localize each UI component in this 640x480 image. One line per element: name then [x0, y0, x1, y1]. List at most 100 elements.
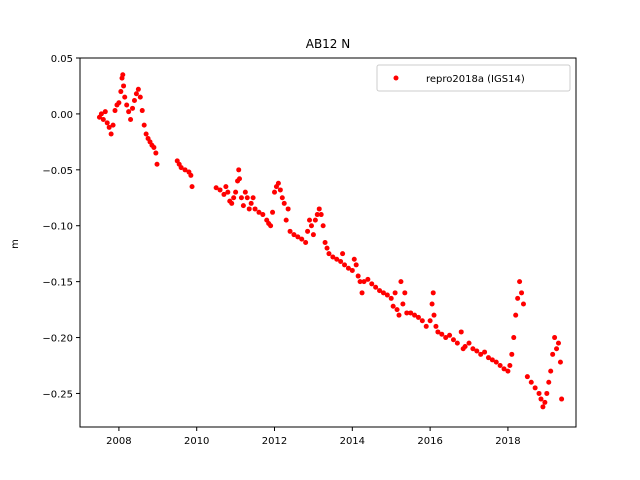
- data-point: [338, 259, 344, 265]
- data-point: [151, 144, 157, 150]
- data-point: [559, 396, 565, 402]
- data-point: [237, 176, 242, 182]
- data-point: [121, 83, 127, 89]
- data-point: [312, 217, 318, 223]
- data-point: [353, 262, 359, 268]
- data-point: [112, 108, 118, 114]
- data-point: [244, 195, 250, 201]
- data-point: [126, 109, 132, 115]
- data-point: [345, 265, 351, 271]
- data-point: [229, 200, 235, 206]
- data-point: [275, 180, 281, 186]
- data-point: [153, 150, 159, 156]
- data-point: [447, 332, 453, 338]
- data-point: [450, 337, 456, 343]
- data-point: [314, 212, 320, 218]
- data-point: [116, 100, 122, 106]
- data-point: [519, 290, 525, 296]
- data-point: [427, 318, 433, 324]
- data-point: [287, 228, 293, 234]
- data-point: [439, 331, 445, 337]
- data-point: [102, 109, 108, 115]
- data-point: [505, 368, 511, 374]
- data-point: [248, 200, 254, 206]
- data-point: [342, 262, 348, 268]
- data-point: [141, 122, 147, 128]
- data-point: [334, 256, 340, 262]
- data-point: [131, 97, 137, 103]
- data-point: [223, 184, 229, 190]
- data-point: [326, 251, 332, 257]
- data-point: [137, 94, 143, 100]
- data-point: [402, 290, 408, 296]
- legend-label: repro2018a (IGS14): [426, 74, 525, 85]
- x-tick-label: 2018: [495, 436, 520, 447]
- y-tick-label: −0.05: [42, 166, 73, 177]
- plot-area-frame: [79, 57, 577, 428]
- data-point: [118, 89, 124, 95]
- data-point: [281, 200, 287, 206]
- data-point: [509, 351, 515, 357]
- data-point: [431, 312, 437, 318]
- x-tick-label: 2016: [417, 436, 442, 447]
- legend: repro2018a (IGS14): [376, 64, 571, 92]
- data-point: [270, 209, 276, 215]
- data-point: [240, 203, 246, 209]
- data-point: [412, 312, 418, 318]
- data-point: [272, 189, 278, 195]
- data-point: [369, 281, 375, 287]
- data-point: [396, 312, 402, 318]
- data-point: [538, 396, 544, 402]
- data-point: [98, 111, 104, 117]
- data-point: [507, 363, 513, 368]
- data-point: [485, 355, 491, 361]
- data-point: [423, 323, 429, 329]
- data-point: [497, 363, 503, 368]
- data-point: [546, 379, 552, 385]
- data-point: [108, 131, 114, 137]
- data-point: [305, 228, 311, 234]
- legend-marker: [393, 75, 399, 81]
- data-point: [454, 340, 460, 346]
- data-point: [384, 292, 390, 298]
- data-point: [135, 86, 141, 92]
- data-point: [283, 217, 289, 223]
- y-tick-label: 0.00: [51, 110, 73, 121]
- data-point: [303, 240, 309, 245]
- data-point: [528, 379, 534, 385]
- data-point: [277, 187, 283, 193]
- data-point: [388, 295, 394, 301]
- data-point: [133, 91, 139, 97]
- y-axis: 0.05 0.00 −0.05 −0.10 −0.15 −0.20 −0.25: [42, 54, 80, 400]
- data-point: [100, 117, 106, 122]
- data-point: [182, 167, 188, 173]
- data-point: [279, 195, 285, 201]
- data-point: [285, 206, 291, 212]
- data-point: [154, 161, 160, 167]
- data-point: [462, 343, 468, 349]
- data-point: [246, 206, 252, 212]
- chart-title: AB12 N: [306, 37, 351, 51]
- data-point: [536, 390, 542, 396]
- data-point: [188, 172, 194, 178]
- data-point: [236, 167, 242, 173]
- x-tick-label: 2010: [184, 436, 209, 447]
- data-point: [544, 390, 550, 396]
- data-point: [351, 256, 357, 262]
- data-point: [359, 290, 365, 296]
- y-axis-label: m: [10, 239, 21, 249]
- data-point: [554, 346, 560, 352]
- y-tick-label: −0.25: [42, 389, 73, 400]
- data-point: [143, 131, 149, 137]
- data-point: [365, 276, 371, 282]
- data-points: [96, 72, 565, 410]
- data-point: [330, 254, 336, 260]
- data-point: [242, 189, 248, 195]
- data-point: [478, 351, 484, 357]
- x-axis: 2008 2010 2012 2014 2016 2018: [106, 427, 521, 447]
- data-point: [349, 267, 355, 273]
- data-point: [532, 385, 538, 391]
- data-point: [390, 303, 396, 309]
- data-point: [557, 359, 563, 365]
